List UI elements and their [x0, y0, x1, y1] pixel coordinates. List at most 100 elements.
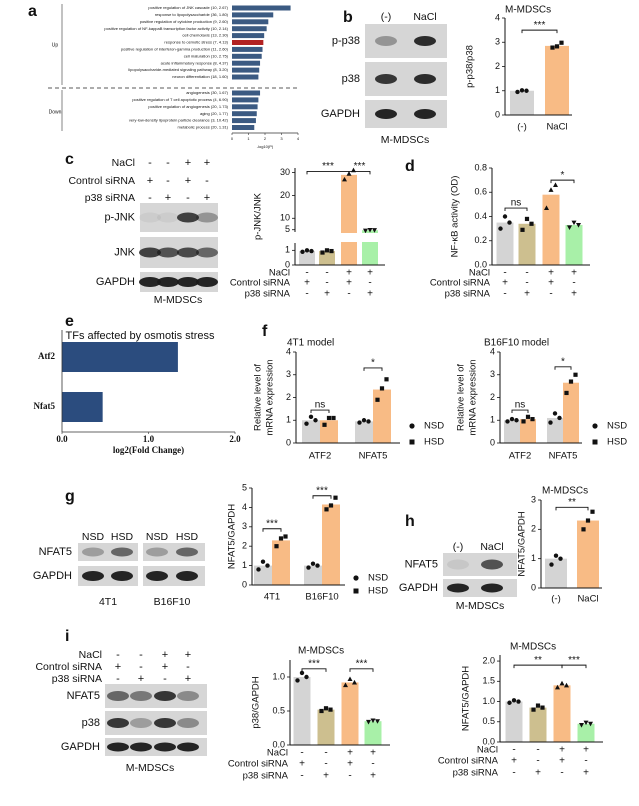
x-tick-label: 0.0 — [56, 434, 68, 444]
condition-sign: - — [305, 289, 308, 300]
condition-name: NaCl — [79, 649, 102, 661]
bar — [565, 224, 583, 265]
y-tick-label: 0.0 — [474, 259, 487, 269]
chart-title: TFs affected by osmotis stress — [66, 330, 215, 342]
condition-name: NaCl — [112, 157, 135, 169]
data-point — [553, 553, 559, 558]
data-point — [498, 226, 503, 231]
y-tick-label: 30 — [280, 167, 290, 177]
blot-lane-label: NSD — [146, 531, 169, 543]
panel-label: b — [343, 9, 353, 26]
blot-band — [177, 718, 199, 728]
blot-caption: M-MDSCs — [126, 762, 174, 774]
condition-sign: - — [166, 175, 170, 187]
bar — [232, 67, 260, 73]
data-point — [548, 420, 553, 425]
blot-row — [143, 566, 205, 586]
condition-name: p38 siRNA — [85, 192, 135, 204]
y-tick-label: 2 — [531, 524, 536, 534]
data-point — [579, 723, 584, 728]
y-axis-label: mRNA expression — [468, 359, 479, 435]
condition-sign: - — [166, 157, 170, 169]
legend-label: HSD — [607, 437, 627, 448]
bar — [322, 504, 340, 585]
legend-marker — [353, 575, 359, 581]
data-point — [274, 544, 279, 549]
y-tick-label: 5 — [285, 224, 290, 234]
legend-label: NSD — [607, 421, 627, 432]
data-point — [540, 705, 545, 710]
condition-name: NaCl — [469, 268, 490, 279]
blot-lane-label: (-) — [453, 541, 464, 553]
bar — [373, 389, 391, 443]
condition-sign: + — [304, 278, 310, 289]
y-axis-label: Relative level of — [456, 364, 467, 431]
significance-label: *** — [568, 655, 580, 666]
data-point — [329, 248, 334, 254]
data-point — [553, 182, 558, 187]
condition-sign: - — [324, 759, 327, 770]
bar — [355, 421, 373, 443]
blot-row-label: p38 — [82, 717, 100, 729]
blot-caption: M-MDSCs — [154, 294, 202, 306]
significance-label: * — [561, 356, 565, 367]
data-point — [328, 503, 334, 508]
blot-row-label: NFAT5 — [39, 546, 72, 558]
data-point — [313, 418, 318, 423]
bar — [232, 33, 265, 39]
blot-row-label: GAPDH — [96, 276, 135, 288]
y-tick-label: 0 — [285, 259, 290, 269]
data-point — [295, 678, 300, 683]
condition-name: p38 siRNA — [52, 673, 102, 685]
condition-sign: - — [305, 268, 308, 279]
condition-sign: - — [148, 157, 152, 169]
y-tick-label: 2 — [490, 392, 495, 402]
data-point — [573, 372, 578, 377]
y-tick-label: 4 — [495, 12, 500, 22]
chart-title: 4T1 model — [287, 338, 334, 349]
condition-sign: + — [185, 175, 191, 187]
blot-row-label: p-JNK — [104, 211, 135, 223]
condition-sign: - — [560, 768, 563, 779]
condition-sign: - — [512, 768, 515, 779]
condition-sign: + — [502, 278, 508, 289]
y-tick-label: 0 — [495, 109, 500, 119]
chart-title: M-MDSCs — [505, 5, 551, 16]
bar — [232, 12, 274, 18]
significance-bracket — [349, 668, 374, 672]
bar — [510, 90, 534, 115]
data-point — [265, 563, 270, 568]
panel-label: f — [262, 323, 268, 340]
category-label: angiogenesis (30, 1.67) — [186, 90, 228, 95]
y-tick-label: 0 — [286, 437, 291, 447]
data-point — [558, 556, 563, 561]
bar — [232, 104, 258, 110]
condition-sign: - — [572, 278, 575, 289]
data-point — [384, 377, 389, 382]
category-label: neuron differentiation (18, 1.60) — [172, 74, 228, 79]
y-tick-label: 0.4 — [474, 211, 487, 221]
y-tick-label: 1.0 — [482, 696, 495, 706]
x-tick-label: NaCl — [546, 122, 567, 133]
y-axis-label: NFAT5/GAPDH — [461, 666, 472, 731]
data-point — [363, 228, 368, 234]
significance-bracket — [555, 506, 589, 511]
significance-label: ns — [515, 400, 526, 411]
y-tick-label: 4 — [490, 346, 495, 356]
data-point — [519, 88, 525, 93]
data-point — [571, 220, 577, 226]
data-point — [347, 676, 353, 682]
condition-name: NaCl — [477, 745, 498, 756]
condition-sign: - — [503, 268, 506, 279]
bar — [232, 19, 269, 25]
data-point — [299, 670, 305, 676]
condition-name: NaCl — [267, 748, 288, 759]
category-label: positive regulation of interferon-gamma … — [121, 46, 229, 51]
data-point — [320, 250, 325, 255]
y-tick-label: 1 — [242, 560, 247, 570]
blot-band — [154, 691, 176, 701]
panel-label: g — [65, 488, 75, 505]
x-tick-label: 1 — [247, 136, 250, 141]
condition-sign: + — [511, 756, 517, 767]
blot-band — [177, 277, 199, 287]
